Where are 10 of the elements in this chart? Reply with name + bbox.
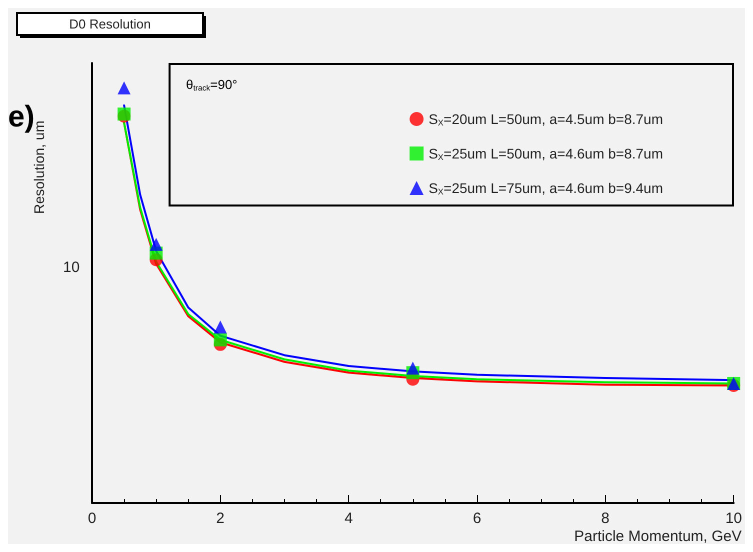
x-tick-label: 0 bbox=[88, 510, 96, 527]
x-tick-label: 10 bbox=[725, 510, 742, 527]
x-axis-title: Particle Momentum, GeV bbox=[574, 528, 742, 545]
text: 10 bbox=[63, 259, 80, 276]
text: e) bbox=[8, 100, 35, 134]
x-tick-label: 2 bbox=[216, 510, 225, 527]
chart-title: D0 Resolution bbox=[69, 16, 151, 32]
x-tick-label: 6 bbox=[472, 510, 482, 527]
x-tick-label: 8 bbox=[601, 510, 610, 527]
x-tick-label: 4 bbox=[344, 510, 353, 527]
